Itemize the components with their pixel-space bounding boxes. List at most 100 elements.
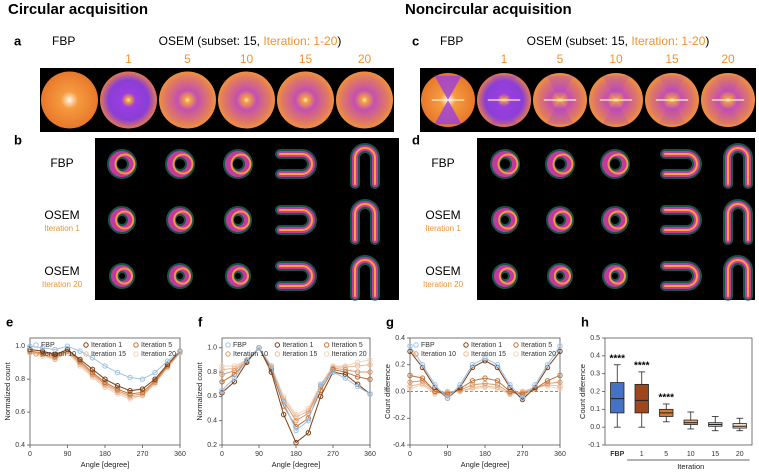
data-point — [219, 379, 225, 385]
y-tick-label: 0.6 — [207, 393, 217, 400]
data-point — [342, 371, 349, 378]
x-tick-label: 270 — [137, 451, 149, 458]
x-axis-label: Angle [degree] — [272, 460, 321, 469]
legend-label: Iteration 10 — [41, 351, 76, 358]
data-point — [152, 376, 158, 382]
column-label: 20 — [358, 52, 372, 66]
myocardium-hot — [498, 210, 518, 230]
legend-label: FBP — [233, 342, 247, 349]
data-point — [293, 417, 299, 424]
data-point — [127, 374, 133, 381]
data-point — [114, 369, 121, 376]
data-point — [432, 382, 438, 388]
legend-marker — [274, 351, 281, 357]
legend-label: Iteration 15 — [471, 351, 506, 358]
legend-label: Iteration 15 — [282, 351, 317, 358]
x-tick-label: 90 — [64, 451, 72, 458]
data-point — [469, 362, 476, 368]
panel-letter: c — [412, 33, 419, 48]
myocardium-hot — [664, 209, 698, 231]
data-point — [39, 350, 46, 356]
row-label: FBP — [50, 156, 73, 170]
data-point — [469, 378, 476, 384]
column-label: 5 — [557, 52, 564, 66]
y-tick-label: 0.2 — [395, 362, 405, 369]
data-point — [52, 346, 58, 353]
column-label: 20 — [721, 52, 735, 66]
close-paren: ) — [337, 34, 341, 48]
data-point — [557, 372, 563, 379]
x-tick-label: 270 — [517, 451, 529, 458]
significance: **** — [658, 393, 674, 404]
phantom-image — [41, 71, 98, 129]
column-label: 1 — [501, 52, 508, 66]
column-label: 10 — [240, 52, 254, 66]
data-point — [219, 363, 225, 369]
y-axis-label: Count difference — [383, 364, 392, 419]
legend-marker — [513, 351, 519, 357]
myocardium-hot — [115, 210, 135, 230]
y-tick-label: -0.1 — [588, 442, 600, 449]
y-tick-label: 0.1 — [590, 406, 600, 413]
myocardium-hot — [173, 210, 193, 230]
data-point — [39, 348, 46, 354]
panel-title: Circular acquisition — [8, 1, 148, 18]
close-paren: ) — [705, 34, 709, 48]
osem-label: OSEM (subset: 15, Iteration: 1-20) — [159, 34, 342, 48]
x-tick-label: 1 — [640, 451, 644, 458]
legend-label: Iteration 1 — [471, 342, 502, 349]
data-point — [457, 382, 463, 388]
data-point — [139, 376, 146, 382]
myocardium-hot — [279, 209, 313, 231]
row-label: OSEM — [44, 264, 79, 278]
data-point — [139, 386, 146, 392]
myocardium-hot — [231, 267, 249, 285]
data-point — [293, 427, 299, 434]
panel-letter: g — [386, 314, 394, 329]
data-point — [519, 395, 526, 401]
data-point — [342, 375, 349, 381]
myocardium-hot — [114, 153, 136, 175]
data-point — [507, 382, 513, 388]
data-point — [367, 369, 373, 375]
myocardium-hot — [497, 153, 519, 175]
y-tick-label: 0.4 — [395, 335, 405, 342]
legend-marker — [133, 351, 139, 357]
box — [610, 382, 625, 414]
column-label: 5 — [184, 52, 191, 66]
data-point — [293, 424, 299, 430]
data-point — [127, 391, 133, 397]
legend-label: Iteration 1 — [282, 342, 313, 349]
fbp-label: FBP — [52, 34, 75, 48]
legend-marker — [463, 342, 469, 348]
x-tick-label: 360 — [364, 451, 376, 458]
legend-label: FBP — [41, 342, 55, 349]
legend-marker — [323, 351, 330, 357]
data-point — [231, 368, 238, 374]
myocardium-hot — [607, 153, 629, 175]
data-point — [482, 355, 488, 361]
series-line — [221, 346, 370, 422]
data-point — [367, 362, 373, 368]
y-tick-label: -0.2 — [393, 415, 405, 422]
data-point — [27, 350, 33, 356]
legend-label: Iteration 20 — [521, 351, 556, 358]
series-line — [29, 348, 181, 392]
legend-marker — [83, 351, 89, 357]
legend-label: Iteration 5 — [332, 342, 363, 349]
myocardium-hot — [354, 203, 376, 241]
data-point — [219, 387, 225, 393]
y-tick-label: 0.5 — [590, 335, 600, 342]
x-tick-label: 20 — [736, 451, 744, 458]
data-point — [557, 379, 563, 385]
data-point — [494, 362, 501, 368]
panel-letter: h — [581, 314, 589, 329]
data-point — [64, 343, 71, 349]
y-tick-label: 0.0 — [395, 388, 405, 395]
legend-marker — [513, 342, 519, 348]
legend-marker — [225, 342, 231, 348]
legend-marker — [274, 342, 281, 348]
y-tick-label: 0.8 — [15, 376, 25, 383]
legend-marker — [33, 351, 39, 357]
data-point — [77, 356, 83, 363]
